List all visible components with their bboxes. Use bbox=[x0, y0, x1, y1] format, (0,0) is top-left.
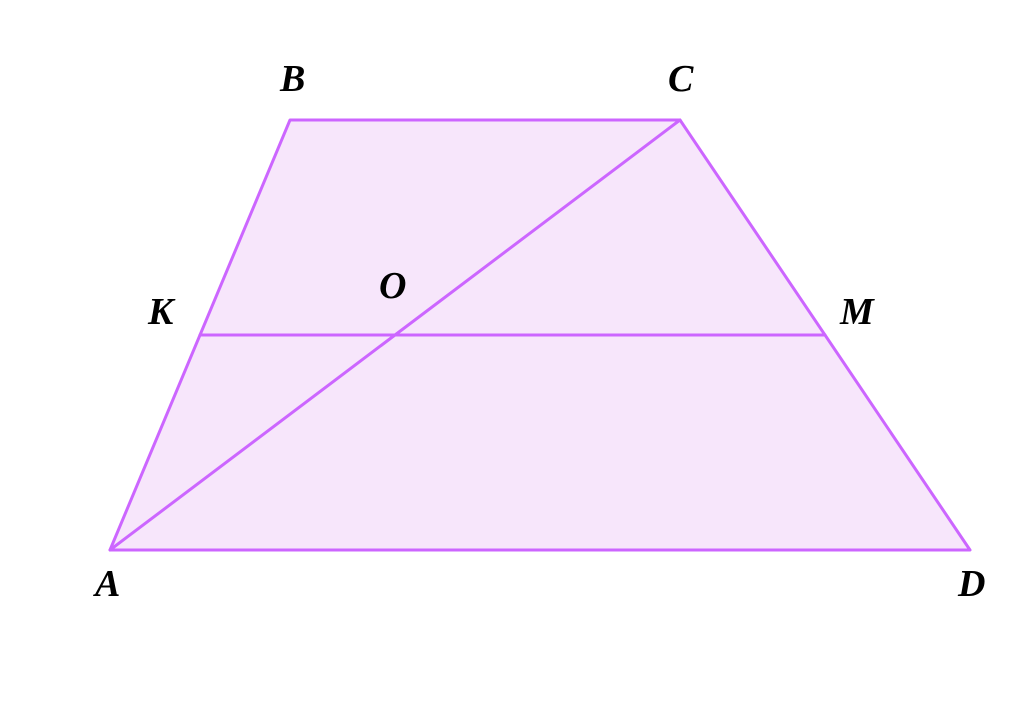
label-k: K bbox=[148, 290, 173, 334]
trapezoid-svg bbox=[0, 0, 1034, 711]
label-d: D bbox=[958, 562, 985, 606]
label-o: O bbox=[379, 264, 406, 308]
label-a: A bbox=[95, 562, 120, 606]
geometry-diagram: A B C D K M O bbox=[0, 0, 1034, 711]
label-c: C bbox=[668, 57, 693, 101]
label-b: B bbox=[280, 57, 305, 101]
label-m: M bbox=[840, 290, 874, 334]
